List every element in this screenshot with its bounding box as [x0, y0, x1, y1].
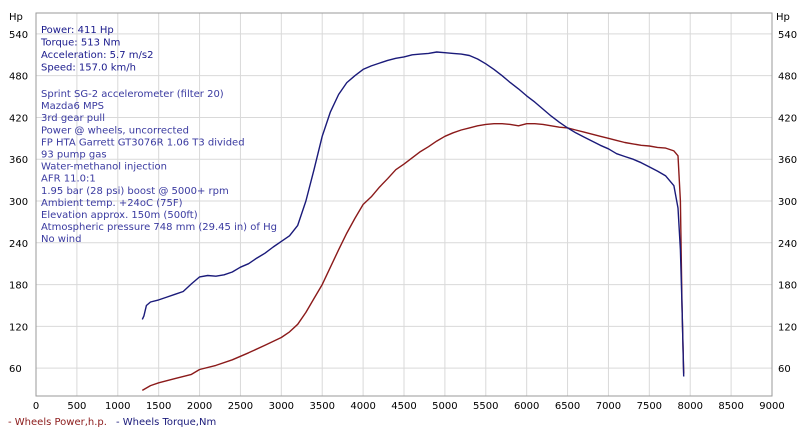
note-line: FP HTA Garrett GT3076R 1.06 T3 divided: [41, 137, 245, 148]
x-tick: 500: [67, 401, 86, 412]
plot-frame: [35, 12, 773, 397]
note-line: 3rd gear pull: [41, 113, 105, 124]
note-line: Atmospheric pressure 748 mm (29.45 in) o…: [41, 222, 277, 233]
x-tick: 7000: [596, 401, 621, 412]
y-tick-left: 300: [9, 197, 28, 208]
stat-line: Acceleration: 5.7 m/s2: [41, 50, 153, 61]
y-tick-right: 540: [778, 30, 797, 41]
y-tick-left: 480: [9, 72, 28, 83]
note-line: 93 pump gas: [41, 150, 107, 161]
y-tick-right: 240: [778, 239, 797, 250]
y-tick-right: 480: [778, 72, 797, 83]
torque-curve: [141, 51, 685, 377]
note-line: 1.95 bar (28 psi) boost @ 5000+ rpm: [41, 186, 229, 197]
note-line: No wind: [41, 234, 81, 245]
stat-line: Speed: 157.0 km/h: [41, 63, 136, 74]
x-tick: 8500: [718, 401, 743, 412]
note-line: Sprint SG-2 accelerometer (filter 20): [41, 89, 224, 100]
x-tick: 2500: [228, 401, 253, 412]
y-tick-right: 420: [778, 113, 797, 124]
y-tick-left: 120: [9, 322, 28, 333]
x-tick: 5000: [432, 401, 457, 412]
y-tick-right: 180: [778, 281, 797, 292]
x-tick: 1500: [146, 401, 171, 412]
note-line: Ambient temp. +24oC (75F): [41, 198, 183, 209]
y-axis-left: 60 120 180 240 300 360 420 480 540: [9, 30, 28, 375]
note-line: Mazda6 MPS: [41, 101, 104, 112]
note-line: AFR 11.0:1: [41, 174, 96, 185]
legend-torque: - Wheels Torque,Nm: [116, 417, 216, 428]
chart-grid: [36, 13, 772, 396]
x-tick: 7500: [637, 401, 662, 412]
x-tick: 3500: [309, 401, 334, 412]
power-curve: [141, 123, 685, 392]
x-tick: 2000: [187, 401, 212, 412]
y-tick-right: 300: [778, 197, 797, 208]
x-axis: 0 500 1000 1500 2000 2500 3000 3500 4000 4500 5000…: [33, 401, 785, 412]
note-line: Elevation approx. 150m (500ft): [41, 210, 198, 221]
y-tick-left: 180: [9, 281, 28, 292]
right-unit-label: Hp: [776, 12, 790, 23]
stat-line: Power: 411 Hp: [41, 25, 114, 36]
x-tick: 9000: [759, 401, 784, 412]
x-tick: 6000: [514, 401, 539, 412]
left-unit-label: Hp: [9, 12, 23, 23]
legend: - Wheels Power,h.p. - Wheels Torque,Nm: [8, 417, 216, 428]
y-axis-right: 60 120 180 240 300 360 420 480 540: [778, 30, 797, 375]
series-group: [141, 51, 685, 392]
y-tick-right: 360: [778, 155, 797, 166]
x-tick: 8000: [677, 401, 702, 412]
run-notes: Sprint SG-2 accelerometer (filter 20)Maz…: [41, 89, 277, 245]
y-tick-left: 360: [9, 155, 28, 166]
y-tick-left: 240: [9, 239, 28, 250]
y-tick-left: 420: [9, 113, 28, 124]
y-tick-left: 60: [9, 364, 22, 375]
y-tick-right: 120: [778, 322, 797, 333]
legend-power: - Wheels Power,h.p.: [8, 417, 107, 428]
x-tick: 5500: [473, 401, 498, 412]
x-tick: 0: [33, 401, 39, 412]
note-line: Power @ wheels, uncorrected: [41, 125, 189, 136]
x-tick: 3000: [269, 401, 294, 412]
x-tick: 4000: [350, 401, 375, 412]
y-tick-right: 60: [778, 364, 791, 375]
x-tick: 6500: [555, 401, 580, 412]
y-tick-left: 540: [9, 30, 28, 41]
x-tick: 1000: [105, 401, 130, 412]
x-tick: 4500: [391, 401, 416, 412]
stats-readout: Power: 411 Hp Torque: 513 NmAcceleration:…: [40, 25, 153, 74]
stat-line: Torque: 513 Nm: [40, 38, 120, 49]
note-line: Water-methanol injection: [41, 162, 167, 173]
